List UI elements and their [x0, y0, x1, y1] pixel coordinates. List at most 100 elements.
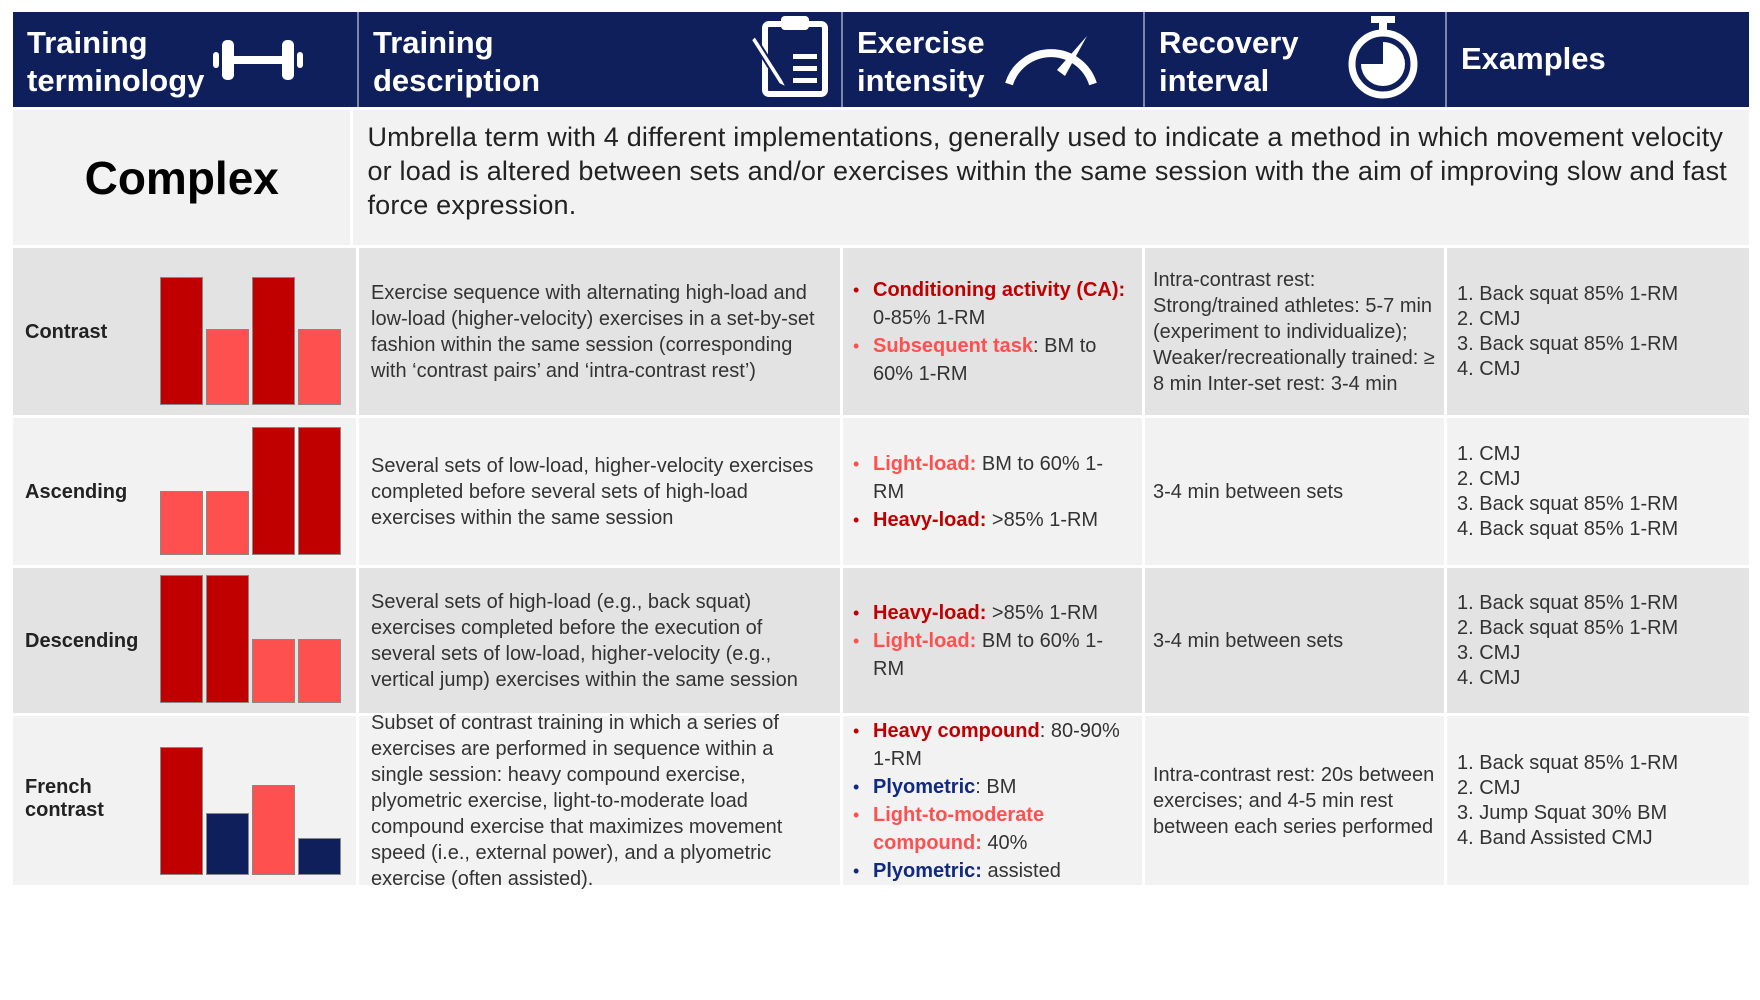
recovery-cell: Intra-contrast rest: 20s between exercis… [1145, 716, 1447, 885]
complex-title: Complex [13, 110, 354, 245]
intensity-value: BM to 60% 1-RM [873, 629, 1104, 680]
description-cell: Several sets of low-load, higher-velocit… [359, 418, 843, 565]
header-label: Training [373, 25, 494, 60]
description-cell: Several sets of high-load (e.g., back sq… [359, 568, 843, 713]
intensity-item: Plyometric: assisted [853, 857, 1134, 885]
examples-list: 1. Back squat 85% 1-RM 2. CMJ 3. Jump Squa… [1447, 751, 1678, 851]
examples-list: 1. Back squat 85% 1-RM 2. Back squat 85% … [1447, 591, 1678, 691]
header-examples: Examples [1447, 12, 1749, 107]
table-row-descending: Descending Several sets of high-load (e.… [13, 565, 1749, 713]
header-recovery: Recovery interval [1145, 12, 1447, 107]
example-item: 1. CMJ [1457, 442, 1521, 465]
term-cell: Descending [13, 568, 359, 713]
load-bar [206, 491, 249, 555]
header-label: description [373, 63, 541, 98]
intensity-value: >85% 1-RM [986, 508, 1099, 531]
intensity-item: Conditioning activity (CA): 0-85% 1-RM [853, 276, 1134, 332]
recovery-cell: Intra-contrast rest: Strong/trained athl… [1145, 248, 1447, 415]
intensity-item: Plyometric: BM [853, 773, 1134, 801]
examples-cell: 1. Back squat 85% 1-RM 2. Back squat 85% … [1447, 568, 1749, 713]
term-cell: Contrast [13, 248, 359, 415]
example-item: 4. CMJ [1457, 666, 1521, 689]
complex-description: Umbrella term with 4 different implement… [367, 122, 1728, 220]
load-bars [160, 747, 341, 875]
speedometer-icon [1005, 36, 1097, 86]
load-bar [298, 639, 341, 703]
intensity-list: Conditioning activity (CA): 0-85% 1-RMSu… [843, 276, 1142, 388]
header-label: Training [27, 25, 148, 60]
table-row-ascending: Ascending Several sets of low-load, high… [13, 415, 1749, 565]
examples-list: 1. Back squat 85% 1-RM 2. CMJ 3. Back squa… [1447, 282, 1678, 382]
complex-row: Complex Umbrella term with 4 different i… [13, 107, 1749, 245]
intensity-list: Light-load: BM to 60% 1-RMHeavy-load: >8… [843, 450, 1142, 534]
table-header: Training terminology Training descriptio… [13, 12, 1749, 107]
load-bars [160, 427, 341, 555]
example-item: 1. Back squat 85% 1-RM [1457, 282, 1679, 305]
term-cell: French contrast [13, 716, 359, 885]
table-row-french-contrast: French contrast Subset of contrast train… [13, 712, 1749, 890]
header-label: Recovery [1159, 25, 1299, 60]
examples-list: 1. CMJ 2. CMJ 3. Back squat 85% 1-RM 4. Bac… [1447, 442, 1678, 542]
intensity-value: assisted [981, 859, 1061, 882]
intensity-item: Light-load: BM to 60% 1-RM [853, 627, 1134, 683]
header-label: interval [1159, 63, 1270, 98]
example-item: 4. CMJ [1457, 357, 1521, 380]
dumbbell-icon [213, 40, 303, 80]
recovery-cell: 3-4 min between sets [1145, 418, 1447, 565]
term-cell: Ascending [13, 418, 359, 565]
example-item: 3. Back squat 85% 1-RM [1457, 492, 1679, 515]
load-bar [160, 491, 203, 555]
example-item: 3. Jump Squat 30% BM [1457, 801, 1668, 824]
load-bar [252, 277, 295, 405]
intensity-key: Plyometric [873, 775, 976, 798]
intensity-item: Subsequent task: BM to 60% 1-RM [853, 332, 1134, 388]
intensity-key: Heavy-load: [873, 508, 987, 531]
description-cell: Exercise sequence with alternating high-… [359, 248, 843, 415]
intensity-list: Heavy-load: >85% 1-RMLight-load: BM to 6… [843, 599, 1142, 683]
example-item: 4. Band Assisted CMJ [1457, 826, 1653, 849]
example-item: 2. Back squat 85% 1-RM [1457, 616, 1679, 639]
load-bars [160, 575, 341, 703]
examples-cell: 1. CMJ 2. CMJ 3. Back squat 85% 1-RM 4. Bac… [1447, 418, 1749, 565]
example-item: 1. Back squat 85% 1-RM [1457, 591, 1679, 614]
intensity-key: Light-load: [873, 629, 977, 652]
example-item: 4. Back squat 85% 1-RM [1457, 517, 1679, 540]
intensity-item: Heavy-load: >85% 1-RM [853, 599, 1134, 627]
intensity-key: Heavy compound [873, 719, 1040, 742]
intensity-key: Subsequent task [873, 334, 1034, 357]
intensity-cell: Conditioning activity (CA): 0-85% 1-RMSu… [843, 248, 1145, 415]
load-bar [252, 427, 295, 555]
example-item: 1. Back squat 85% 1-RM [1457, 751, 1679, 774]
example-item: 2. CMJ [1457, 776, 1521, 799]
load-bar [206, 329, 249, 405]
header-label: Exercise [857, 25, 985, 60]
table-row-contrast: Contrast Exercise sequence with alternat… [13, 245, 1749, 415]
load-bar [206, 575, 249, 703]
intensity-cell: Heavy-load: >85% 1-RMLight-load: BM to 6… [843, 568, 1145, 713]
clipboard-icon [751, 16, 828, 97]
intensity-list: Heavy compound: 80-90% 1-RMPlyometric: B… [843, 717, 1142, 885]
examples-cell: 1. Back squat 85% 1-RM 2. CMJ 3. Jump Squa… [1447, 716, 1749, 885]
intensity-cell: Heavy compound: 80-90% 1-RMPlyometric: B… [843, 716, 1145, 885]
intensity-value: : BM [975, 775, 1017, 798]
intensity-key: Light-load: [873, 452, 977, 475]
intensity-key: Heavy-load: [873, 601, 987, 624]
load-bar [252, 639, 295, 703]
stopwatch-icon [1348, 16, 1418, 99]
term-label: Contrast [25, 321, 108, 343]
load-bar [160, 575, 203, 703]
intensity-value: : BM to 60% 1-RM [873, 334, 1097, 385]
term-label: Ascending [25, 481, 128, 503]
example-item: 2. CMJ [1457, 467, 1521, 490]
load-bar [298, 838, 341, 875]
example-item: 3. CMJ [1457, 641, 1521, 664]
header-label: Examples [1461, 41, 1606, 76]
recovery-cell: 3-4 min between sets [1145, 568, 1447, 713]
intensity-item: Heavy compound: 80-90% 1-RM [853, 717, 1134, 773]
intensity-cell: Light-load: BM to 60% 1-RMHeavy-load: >8… [843, 418, 1145, 565]
intensity-item: Light-load: BM to 60% 1-RM [853, 450, 1134, 506]
load-bar [160, 277, 203, 405]
intensity-value: >85% 1-RM [986, 601, 1099, 624]
header-label: terminology [27, 63, 205, 98]
header-terminology: Training terminology [13, 12, 359, 107]
